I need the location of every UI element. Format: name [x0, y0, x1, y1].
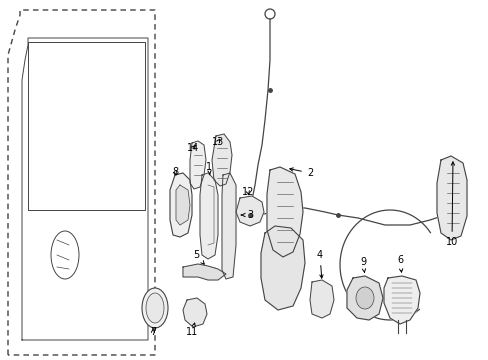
- Polygon shape: [183, 298, 206, 327]
- Polygon shape: [236, 196, 264, 226]
- Text: 3: 3: [241, 210, 253, 220]
- Polygon shape: [176, 185, 190, 225]
- Text: 14: 14: [186, 143, 199, 153]
- Polygon shape: [261, 226, 305, 310]
- Ellipse shape: [142, 288, 168, 328]
- Text: 2: 2: [289, 168, 312, 178]
- Polygon shape: [170, 173, 192, 237]
- Text: 10: 10: [445, 162, 457, 247]
- Text: 7: 7: [149, 327, 156, 337]
- Text: 13: 13: [211, 137, 224, 147]
- Polygon shape: [212, 134, 231, 186]
- Polygon shape: [266, 167, 303, 257]
- Text: 12: 12: [242, 187, 254, 197]
- Text: 1: 1: [205, 162, 212, 175]
- Polygon shape: [222, 173, 236, 279]
- Polygon shape: [200, 173, 218, 259]
- Text: 6: 6: [396, 255, 402, 272]
- Polygon shape: [190, 141, 205, 189]
- Ellipse shape: [355, 287, 373, 309]
- Text: 4: 4: [316, 250, 323, 278]
- Polygon shape: [436, 156, 466, 240]
- Ellipse shape: [146, 293, 163, 323]
- Text: 11: 11: [185, 323, 198, 337]
- Polygon shape: [183, 264, 225, 280]
- Text: 9: 9: [359, 257, 366, 273]
- Polygon shape: [383, 276, 419, 324]
- Polygon shape: [346, 276, 382, 320]
- Polygon shape: [309, 280, 333, 318]
- Text: 5: 5: [192, 250, 204, 264]
- Text: 8: 8: [172, 167, 178, 177]
